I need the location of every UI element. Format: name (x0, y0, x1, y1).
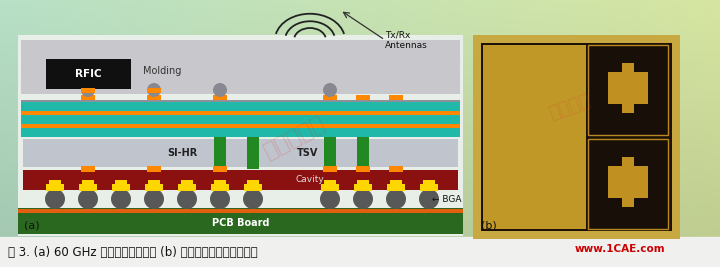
Circle shape (45, 189, 65, 209)
Bar (21, 105, 460, 108)
Circle shape (353, 189, 373, 209)
Bar (481, 43, 672, 231)
Bar (473, 35, 680, 239)
Bar (356, 95, 370, 100)
Bar (423, 180, 435, 185)
Bar (324, 137, 336, 169)
Bar (81, 88, 95, 93)
Circle shape (210, 189, 230, 209)
Bar (148, 180, 160, 185)
Bar (21, 134, 460, 137)
Bar (213, 166, 227, 172)
Text: Tx/Rx
Antennas: Tx/Rx Antennas (385, 30, 428, 50)
Text: Cavity: Cavity (296, 175, 325, 184)
Bar (420, 184, 438, 191)
Text: TSV: TSV (297, 148, 318, 158)
Bar (214, 137, 226, 169)
Circle shape (213, 83, 227, 97)
Bar (323, 166, 337, 172)
Bar (21, 131, 460, 134)
Bar (46, 59, 131, 89)
Text: 仿真在線: 仿真在線 (546, 91, 593, 123)
Bar (112, 184, 130, 191)
Bar (18, 208, 463, 234)
Circle shape (323, 83, 337, 97)
Bar (23, 139, 458, 167)
Bar (21, 118, 460, 121)
Bar (387, 184, 405, 191)
Bar (21, 115, 460, 118)
Text: 图 3. (a) 60 GHz 模块的示意截面与 (b) 硅中个层芯片显微照片。: 图 3. (a) 60 GHz 模块的示意截面与 (b) 硅中个层芯片显微照片。 (8, 246, 258, 260)
Bar (147, 88, 161, 93)
Bar (389, 95, 403, 100)
Bar (18, 35, 463, 236)
Bar (247, 137, 259, 169)
Circle shape (144, 189, 164, 209)
Bar (21, 108, 460, 111)
Bar (23, 170, 458, 190)
Bar (213, 95, 227, 100)
Bar (390, 180, 402, 185)
Bar (115, 180, 127, 185)
Bar (18, 209, 463, 213)
Text: PCB Board: PCB Board (212, 218, 269, 228)
Text: (b): (b) (481, 221, 497, 231)
Bar (178, 184, 196, 191)
Bar (588, 45, 668, 135)
Bar (46, 184, 64, 191)
Text: RFIC: RFIC (75, 69, 102, 79)
Text: Molding: Molding (143, 66, 181, 76)
Bar (21, 102, 460, 105)
Circle shape (419, 189, 439, 209)
Bar (21, 111, 460, 115)
Text: www.1CAE.com: www.1CAE.com (575, 244, 665, 254)
Bar (82, 180, 94, 185)
Bar (49, 180, 61, 185)
Bar (622, 63, 634, 112)
Bar (147, 166, 161, 172)
Bar (323, 95, 337, 100)
Bar (21, 40, 460, 94)
Text: 射頻百花潭: 射頻百花潭 (261, 112, 329, 162)
Bar (21, 100, 460, 102)
Bar (324, 180, 336, 185)
Bar (81, 95, 95, 100)
Bar (21, 124, 460, 128)
Bar (321, 184, 339, 191)
Text: SI-HR: SI-HR (168, 148, 198, 158)
Bar (147, 95, 161, 100)
Bar (357, 180, 369, 185)
Bar (588, 139, 668, 229)
Bar (81, 166, 95, 172)
Bar (357, 137, 369, 169)
Circle shape (320, 189, 340, 209)
Circle shape (147, 83, 161, 97)
Bar (622, 157, 634, 206)
Bar (356, 166, 370, 172)
Bar (608, 72, 648, 104)
Circle shape (177, 189, 197, 209)
Bar (214, 180, 226, 185)
Bar (211, 184, 229, 191)
Bar (483, 45, 586, 229)
Circle shape (111, 189, 131, 209)
Bar (145, 184, 163, 191)
Circle shape (243, 189, 263, 209)
Bar (608, 166, 648, 198)
Circle shape (78, 189, 98, 209)
Bar (354, 184, 372, 191)
Text: (a): (a) (24, 220, 40, 230)
Text: ← BGA: ← BGA (432, 194, 462, 203)
Bar (247, 180, 259, 185)
Bar (244, 184, 262, 191)
Bar (389, 166, 403, 172)
Bar (21, 121, 460, 124)
Bar (181, 180, 193, 185)
Circle shape (386, 189, 406, 209)
Circle shape (81, 83, 95, 97)
Bar (21, 128, 460, 131)
Bar (79, 184, 97, 191)
